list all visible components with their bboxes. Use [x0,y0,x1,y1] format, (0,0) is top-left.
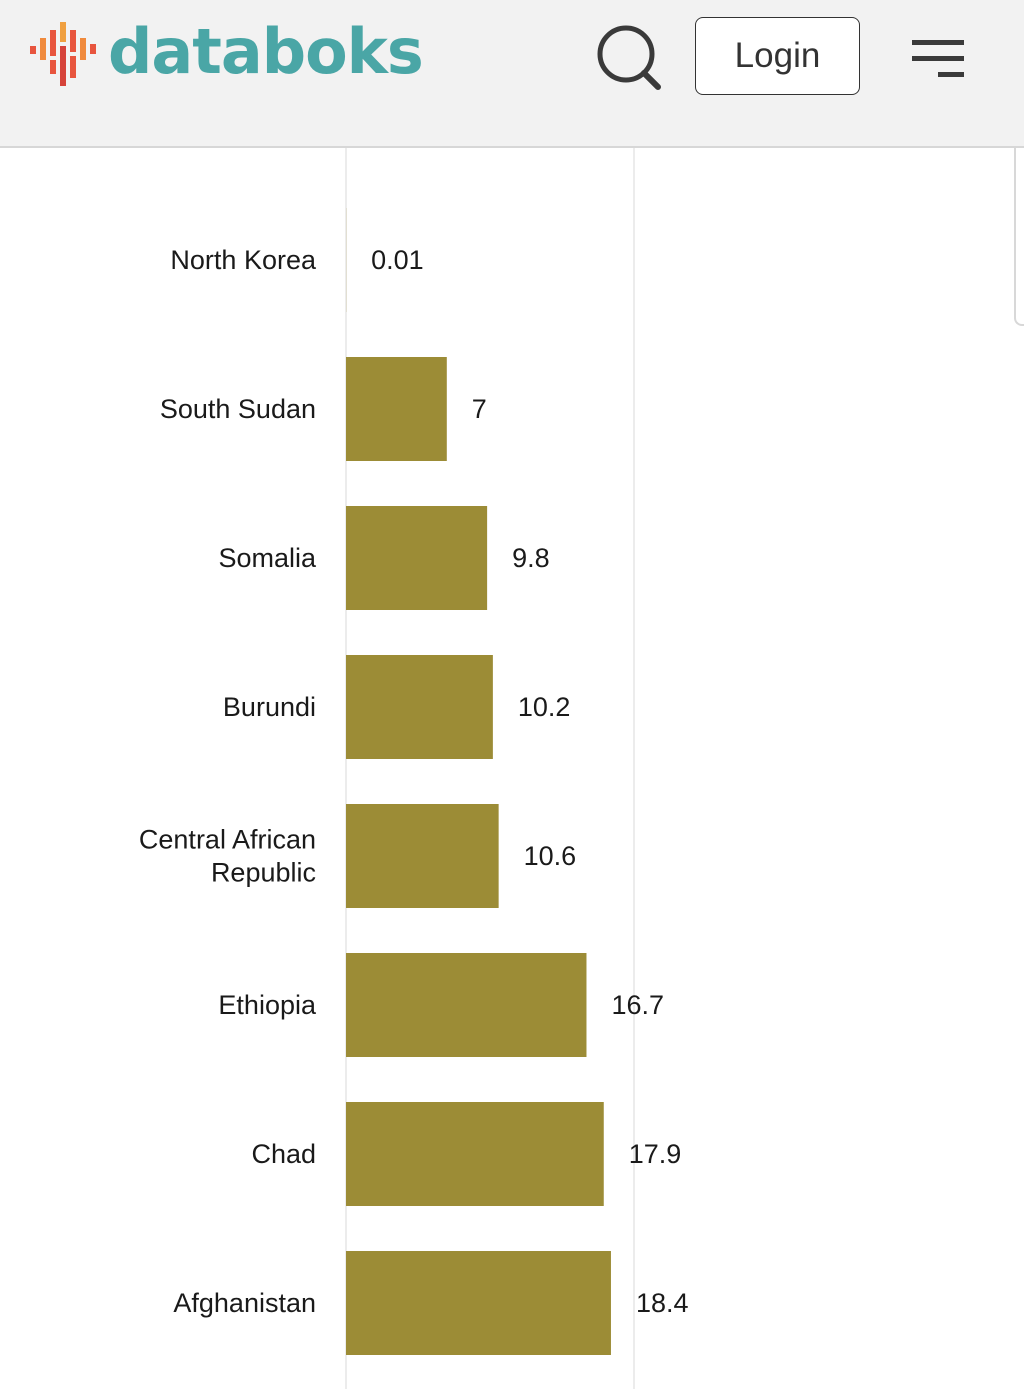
value-label: 9.8 [512,543,550,573]
value-label: 17.9 [629,1139,682,1169]
value-label: 10.6 [524,841,577,871]
login-button[interactable]: Login [695,17,860,95]
category-label: Chad [251,1139,316,1169]
bar[interactable] [346,1251,611,1355]
bar[interactable] [346,953,587,1057]
bar[interactable] [346,655,493,759]
category-label: Afghanistan [173,1288,316,1318]
search-icon [597,25,661,90]
bar-chart-svg: North Korea 0.01 South Sudan 7 Somalia 9.8 Bur… [139,148,689,1389]
bar[interactable] [346,506,488,610]
category-label: Somalia [218,543,317,573]
bar[interactable] [346,804,499,908]
value-label: 7 [472,394,487,424]
search-button[interactable] [592,22,664,94]
value-label: 18.4 [636,1288,689,1318]
bar[interactable] [346,1102,604,1206]
category-label: North Korea [170,245,317,275]
category-label: Republic [211,858,316,888]
category-label: Burundi [223,692,316,722]
category-label: Ethiopia [218,990,317,1020]
hamburger-menu-icon [912,40,964,77]
category-label: Central African [139,825,316,855]
value-label: 10.2 [518,692,571,722]
brand-logo[interactable]: databoks [28,15,424,88]
databoks-logo-icon [30,22,96,86]
bar-chart: North Korea 0.01 South Sudan 7 Somalia 9.8 Bur… [0,148,1024,1389]
brand-name: databoks [108,15,424,88]
bar[interactable] [346,357,447,461]
scroll-indicator [1014,148,1024,326]
value-label: 16.7 [611,990,664,1020]
value-label: 0.01 [371,245,424,275]
category-label: South Sudan [160,394,316,424]
menu-button[interactable] [908,38,968,82]
site-header: databoks Login [0,0,1024,148]
